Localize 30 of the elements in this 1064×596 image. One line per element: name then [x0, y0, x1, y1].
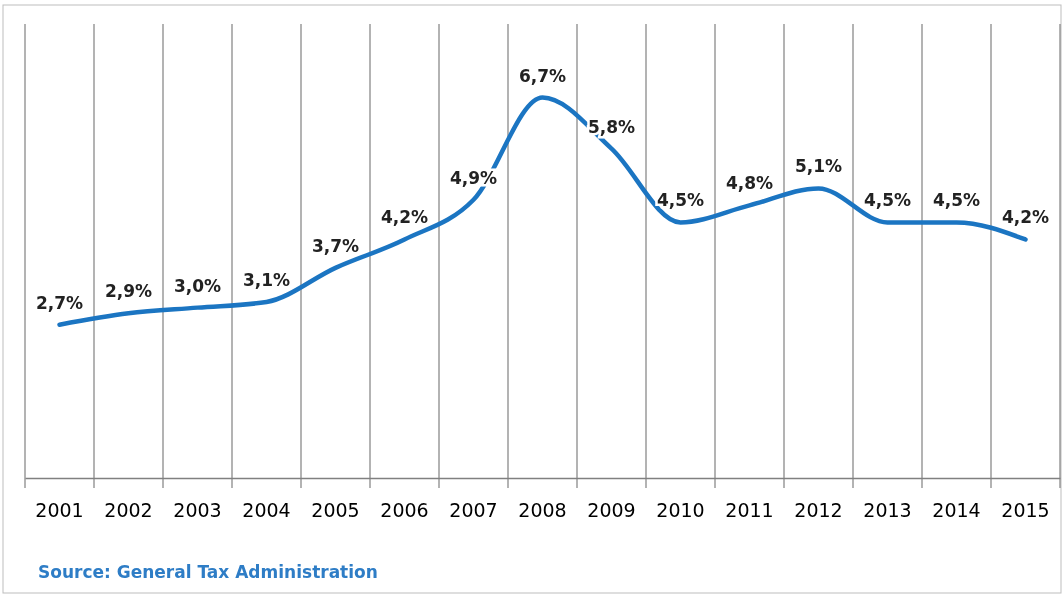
x-tick-label: 2014	[932, 499, 981, 522]
data-label: 3,1%	[242, 269, 291, 290]
x-tick-label: 2011	[725, 499, 774, 522]
x-tick-label: 2007	[449, 499, 498, 522]
data-label: 5,8%	[587, 116, 636, 137]
data-label: 3,7%	[311, 235, 360, 256]
x-tick-label: 2012	[794, 499, 843, 522]
data-label: 2,9%	[104, 281, 153, 302]
data-label: 4,5%	[863, 190, 912, 211]
source-note: Source: General Tax Administration	[38, 562, 378, 582]
data-label: 5,1%	[794, 156, 843, 177]
x-tick-label: 2002	[104, 499, 153, 522]
data-label: 4,2%	[1001, 207, 1050, 228]
data-label: 2,7%	[35, 292, 84, 313]
x-tick-label: 2006	[380, 499, 429, 522]
x-tick-label: 2013	[863, 499, 912, 522]
x-tick-label: 2001	[35, 499, 84, 522]
x-tick-label: 2008	[518, 499, 567, 522]
data-label: 4,2%	[380, 207, 429, 228]
data-label: 3,0%	[173, 275, 222, 296]
x-tick-label: 2009	[587, 499, 636, 522]
x-tick-label: 2010	[656, 499, 705, 522]
x-tick-label: 2005	[311, 499, 360, 522]
data-label: 4,8%	[725, 173, 774, 194]
data-label: 4,5%	[656, 190, 705, 211]
data-label: 4,5%	[932, 190, 981, 211]
x-tick-label: 2004	[242, 499, 291, 522]
x-tick-label: 2003	[173, 499, 222, 522]
x-tick-label: 2015	[1001, 499, 1050, 522]
data-label: 6,7%	[518, 65, 567, 86]
